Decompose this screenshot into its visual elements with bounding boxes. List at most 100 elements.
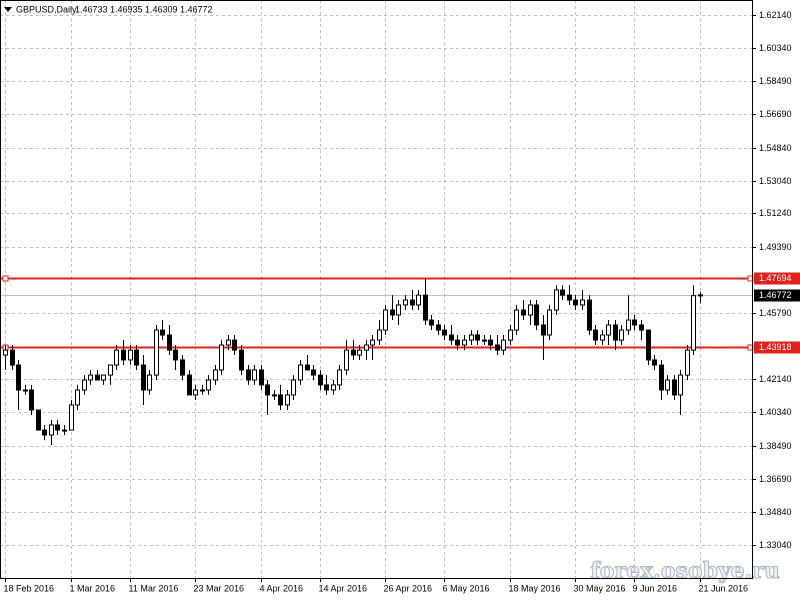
candle-body	[331, 384, 336, 391]
price-label: 1.46772	[759, 290, 792, 300]
y-tick-label: 1.58490	[759, 76, 792, 86]
candle-body	[495, 344, 500, 351]
candle-body	[101, 374, 106, 381]
candle-body	[298, 364, 303, 381]
candle-body	[193, 389, 198, 396]
grid	[0, 0, 752, 578]
candles	[3, 277, 703, 446]
candle-body	[508, 329, 513, 341]
axis: 1.62140 1.60340 1.58490 1.56690 1.54840 1.530…	[4, 10, 800, 593]
candle-body	[180, 359, 185, 376]
candle-body	[219, 344, 224, 371]
candle-body	[232, 339, 237, 351]
y-tick-label: 1.36690	[759, 474, 792, 484]
y-tick-label: 1.51240	[759, 208, 792, 218]
candle-body	[600, 334, 605, 341]
watermark: forex.osobye.ru	[590, 558, 780, 584]
candle-body	[632, 319, 637, 326]
x-tick-label: 21 Jun 2016	[699, 583, 749, 593]
candle-body	[659, 364, 664, 391]
candle-body	[10, 349, 15, 366]
candle-body	[278, 394, 283, 406]
candle-body	[619, 329, 624, 341]
candle-body	[318, 374, 323, 386]
candle-body	[134, 349, 139, 366]
candle-body	[429, 319, 434, 326]
watermark-layer: forex.osobye.ru	[590, 558, 781, 585]
level-label-box	[754, 272, 800, 285]
x-tick-label: 1 Mar 2016	[70, 583, 116, 593]
candle-body	[442, 329, 447, 336]
candle-body	[613, 324, 618, 341]
candle-body	[403, 299, 408, 306]
y-tick-label: 1.45790	[759, 308, 792, 318]
candle-body	[88, 374, 93, 381]
candle-body	[291, 379, 296, 396]
candle-body	[141, 364, 146, 391]
candle-body	[390, 309, 395, 316]
plot-border	[0, 0, 753, 579]
candle-body	[462, 339, 467, 346]
candle-body	[29, 389, 34, 411]
candle-body	[351, 349, 356, 356]
candle-body	[580, 299, 585, 306]
y-tick-label: 1.34840	[759, 507, 792, 517]
level-label: 1.43918	[759, 342, 792, 352]
candle-body	[226, 339, 231, 346]
candle-body	[685, 349, 690, 376]
x-tick-label: 4 Apr 2016	[260, 583, 304, 593]
candle-body	[364, 344, 369, 351]
header: GBPUSD,Daily 1.46733 1.46935 1.46309 1.4…	[4, 4, 213, 14]
candle-body	[259, 369, 264, 386]
y-tick-label: 1.49390	[759, 242, 792, 252]
candle-body	[239, 349, 244, 371]
candle-body	[665, 379, 670, 391]
x-tick-label: 26 Apr 2016	[384, 583, 433, 593]
candle-body	[62, 429, 67, 432]
candle-body	[42, 429, 47, 436]
candle-body	[396, 304, 401, 316]
candle-body	[672, 379, 677, 396]
candle-body	[285, 394, 290, 406]
x-tick-label: 23 Mar 2016	[194, 583, 245, 593]
symbol: GBPUSD,Daily	[16, 4, 77, 14]
candle-body	[213, 369, 218, 381]
candle-body	[160, 329, 165, 336]
candle-body	[147, 374, 152, 391]
candle-body	[23, 389, 28, 392]
level-label-box	[754, 341, 800, 354]
y-tick-label: 1.42140	[759, 374, 792, 384]
candle-body	[121, 349, 126, 361]
y-tick-label: 1.60340	[759, 43, 792, 53]
candle-body	[626, 319, 631, 331]
candle-body	[541, 324, 546, 336]
x-tick-label: 30 May 2016	[574, 583, 626, 593]
candle-body	[423, 294, 428, 321]
candle-body	[82, 379, 87, 391]
x-tick-label: 9 Jun 2016	[633, 583, 678, 593]
candle-body	[455, 339, 460, 346]
candle-body	[560, 289, 565, 296]
candle-body	[646, 329, 651, 361]
y-tick-label: 1.40340	[759, 407, 792, 417]
level-anchor	[2, 275, 9, 282]
x-tick-label: 11 Mar 2016	[129, 583, 179, 593]
candle-body	[16, 364, 21, 391]
x-tick-label: 18 Feb 2016	[4, 583, 55, 593]
candle-body	[554, 289, 559, 311]
candle-body	[128, 349, 133, 361]
candle-body	[377, 329, 382, 341]
candle-body	[514, 309, 519, 331]
candle-body	[3, 349, 8, 356]
candle-body	[167, 334, 172, 351]
levels	[0, 275, 754, 351]
candle-body	[436, 324, 441, 331]
y-tick-label: 1.53040	[759, 176, 792, 186]
candle-body	[469, 334, 474, 341]
candle-body	[154, 329, 159, 376]
header-low: 1.46309	[145, 4, 178, 14]
candle-body	[272, 394, 277, 397]
header-close: 1.46772	[180, 4, 213, 14]
candle-body	[698, 294, 703, 297]
